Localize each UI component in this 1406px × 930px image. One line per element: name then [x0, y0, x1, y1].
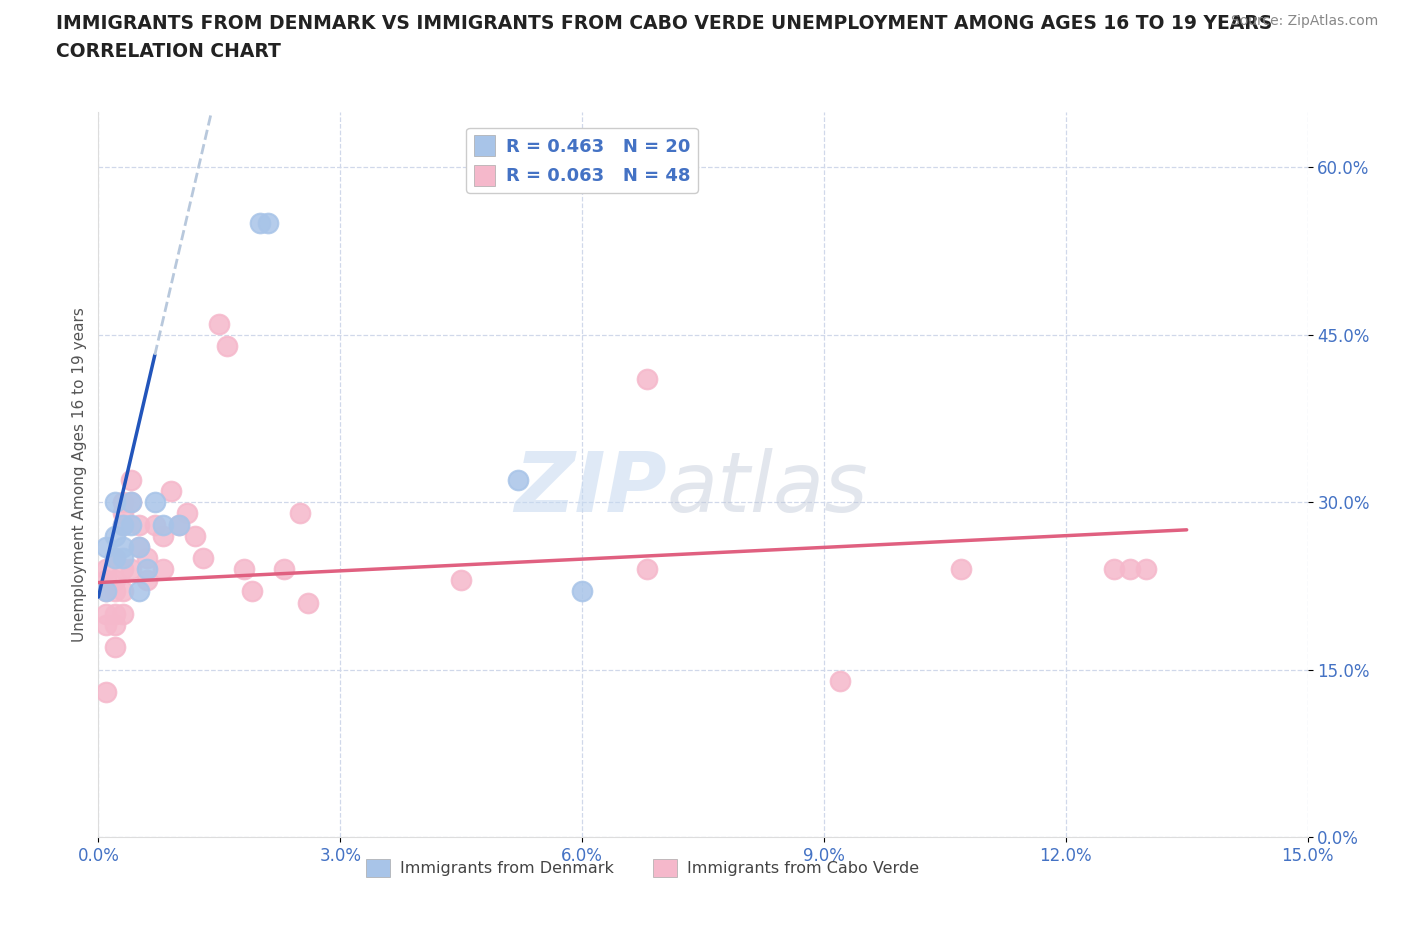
- Point: [103, 528, 125, 543]
- Point: [1119, 562, 1142, 577]
- Point: [103, 606, 125, 621]
- Point: [167, 517, 190, 532]
- Point: [135, 562, 157, 577]
- Point: [232, 562, 254, 577]
- Point: [111, 606, 134, 621]
- Point: [152, 562, 174, 577]
- Point: [96, 606, 118, 621]
- Point: [96, 584, 118, 599]
- Point: [120, 562, 142, 577]
- Text: atlas: atlas: [666, 448, 869, 529]
- Point: [111, 495, 134, 510]
- Point: [450, 573, 472, 588]
- Point: [120, 495, 142, 510]
- Point: [96, 539, 118, 554]
- Point: [103, 584, 125, 599]
- Point: [96, 573, 118, 588]
- Point: [128, 584, 150, 599]
- Point: [111, 539, 134, 554]
- Point: [176, 506, 198, 521]
- Point: [208, 316, 231, 331]
- Point: [128, 539, 150, 554]
- Point: [103, 640, 125, 655]
- Point: [103, 618, 125, 632]
- Point: [111, 584, 134, 599]
- Point: [120, 517, 142, 532]
- Point: [96, 584, 118, 599]
- Point: [128, 539, 150, 554]
- Point: [160, 484, 183, 498]
- Point: [111, 562, 134, 577]
- Point: [167, 517, 190, 532]
- Text: Source: ZipAtlas.com: Source: ZipAtlas.com: [1230, 14, 1378, 28]
- Point: [249, 216, 271, 231]
- Point: [240, 584, 263, 599]
- Point: [273, 562, 295, 577]
- Point: [297, 595, 319, 610]
- Point: [103, 551, 125, 565]
- Point: [111, 517, 134, 532]
- Text: IMMIGRANTS FROM DENMARK VS IMMIGRANTS FROM CABO VERDE UNEMPLOYMENT AMONG AGES 16: IMMIGRANTS FROM DENMARK VS IMMIGRANTS FR…: [56, 14, 1272, 33]
- Point: [103, 551, 125, 565]
- Text: CORRELATION CHART: CORRELATION CHART: [56, 42, 281, 60]
- Point: [128, 517, 150, 532]
- Point: [103, 573, 125, 588]
- Point: [217, 339, 239, 353]
- Point: [96, 562, 118, 577]
- Y-axis label: Unemployment Among Ages 16 to 19 years: Unemployment Among Ages 16 to 19 years: [72, 307, 87, 642]
- Point: [636, 562, 658, 577]
- Legend: Immigrants from Denmark, Immigrants from Cabo Verde: Immigrants from Denmark, Immigrants from…: [360, 852, 925, 883]
- Point: [152, 528, 174, 543]
- Point: [111, 551, 134, 565]
- Point: [1135, 562, 1157, 577]
- Point: [288, 506, 311, 521]
- Point: [1102, 562, 1125, 577]
- Point: [135, 551, 157, 565]
- Text: ZIP: ZIP: [515, 448, 666, 529]
- Point: [120, 495, 142, 510]
- Point: [111, 506, 134, 521]
- Point: [152, 517, 174, 532]
- Point: [96, 618, 118, 632]
- Point: [636, 372, 658, 387]
- Point: [828, 673, 851, 688]
- Point: [120, 472, 142, 487]
- Point: [135, 573, 157, 588]
- Point: [506, 472, 529, 487]
- Point: [143, 495, 166, 510]
- Point: [96, 684, 118, 699]
- Point: [571, 584, 593, 599]
- Point: [193, 551, 215, 565]
- Point: [103, 495, 125, 510]
- Point: [184, 528, 207, 543]
- Point: [256, 216, 278, 231]
- Point: [111, 517, 134, 532]
- Point: [949, 562, 972, 577]
- Point: [143, 517, 166, 532]
